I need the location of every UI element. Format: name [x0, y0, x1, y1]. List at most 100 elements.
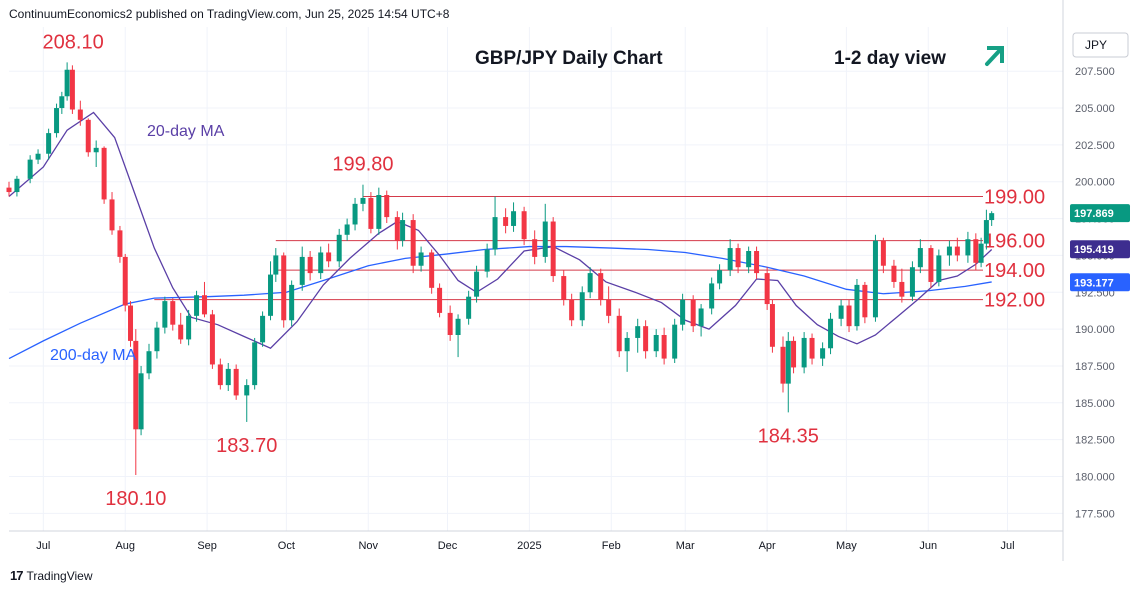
candle: [429, 249, 435, 294]
candle: [828, 312, 834, 355]
candle-body: [791, 340, 797, 368]
tradingview-logo-icon: 17: [10, 568, 24, 583]
candle-body: [268, 274, 274, 316]
candle: [965, 231, 971, 263]
candle: [170, 298, 176, 331]
candle: [54, 103, 60, 138]
candle-body: [307, 256, 313, 274]
candle: [69, 65, 75, 114]
price-tag-label: 195.419: [1074, 244, 1114, 256]
candle-body: [579, 292, 585, 321]
arrow-up-right-icon: [985, 46, 1004, 66]
candle: [550, 217, 556, 282]
candle: [260, 311, 266, 347]
candle: [133, 329, 139, 475]
candle: [418, 246, 424, 272]
candle-body: [754, 251, 760, 274]
candle-body: [93, 147, 99, 153]
currency-badge[interactable]: [1072, 32, 1129, 58]
candle-body: [344, 224, 350, 235]
candle: [154, 321, 160, 359]
candle: [101, 146, 107, 204]
candle: [466, 290, 472, 325]
candle-body: [872, 240, 878, 318]
candle-body: [672, 324, 678, 359]
candle-body: [717, 270, 723, 284]
candle: [77, 100, 83, 126]
chart-grid: [9, 27, 1063, 531]
price-annotations: 208.10 199.80 180.10 183.70 184.35: [43, 31, 819, 510]
candle: [59, 91, 65, 114]
extreme-price-label: 208.10: [43, 31, 104, 53]
candle: [281, 252, 287, 328]
candle-body: [77, 109, 83, 120]
ma200-series: [8, 245, 992, 360]
candle-body: [466, 296, 472, 319]
candle-body: [616, 315, 622, 352]
y-tick-label: 187.500: [1075, 361, 1115, 373]
axes: 177.500 180.000 182.500 185.000 187.500 190.0…: [9, 0, 1130, 561]
candle-body: [252, 342, 258, 386]
candle: [244, 379, 250, 422]
candle-body: [429, 252, 435, 288]
candle: [93, 140, 99, 167]
candle: [85, 118, 91, 157]
x-tick-label: Apr: [759, 540, 776, 552]
y-tick-label: 185.000: [1075, 398, 1115, 410]
candle-body: [109, 199, 115, 231]
candle: [360, 184, 366, 212]
candle: [217, 358, 223, 390]
ma20-series: [8, 111, 993, 350]
candle-body: [550, 221, 556, 277]
candle: [117, 225, 123, 263]
candle-body: [154, 327, 160, 352]
candle-body: [54, 108, 60, 134]
candle: [946, 240, 952, 266]
candle-body: [128, 305, 134, 341]
candle-body: [326, 252, 332, 262]
candle-body: [846, 305, 852, 327]
extreme-price-label: 180.10: [105, 488, 166, 510]
candle-body: [352, 203, 358, 225]
candle-body: [217, 364, 223, 386]
candle-body: [360, 197, 366, 204]
candle: [838, 299, 844, 327]
candle: [936, 249, 942, 287]
chart-title: GBP/JPY Daily Chart: [475, 48, 663, 69]
extreme-price-label: 184.35: [758, 425, 819, 447]
candle: [46, 128, 52, 160]
candle-body: [455, 318, 461, 335]
candle: [983, 209, 989, 250]
candle: [437, 283, 443, 318]
tradingview-footer[interactable]: 17 TradingView: [10, 568, 93, 583]
candle: [973, 233, 979, 271]
price-tag-label: 197.869: [1074, 208, 1114, 220]
candle-body: [680, 299, 686, 325]
candle: [474, 265, 480, 303]
candle: [661, 327, 667, 365]
candle-body: [954, 246, 960, 256]
candle-body: [862, 284, 868, 318]
candle: [754, 246, 760, 279]
candle-body: [69, 69, 75, 110]
candle-body: [569, 299, 575, 321]
candle: [899, 268, 905, 303]
price-tag-box: [1070, 204, 1130, 223]
candle: [764, 267, 770, 310]
candle-body: [598, 273, 604, 300]
candle-body: [368, 197, 374, 229]
candle-body: [635, 326, 641, 338]
candle-body: [299, 256, 305, 285]
candle: [635, 318, 641, 353]
candle: [186, 309, 192, 346]
candle: [299, 246, 305, 291]
candle: [791, 336, 797, 374]
candle: [109, 192, 115, 235]
level-label: 194.00: [984, 260, 1045, 282]
candle: [643, 320, 649, 359]
candle: [785, 332, 791, 413]
candle: [709, 277, 715, 315]
x-tick-label: Jul: [36, 540, 50, 552]
candle-body: [764, 273, 770, 305]
